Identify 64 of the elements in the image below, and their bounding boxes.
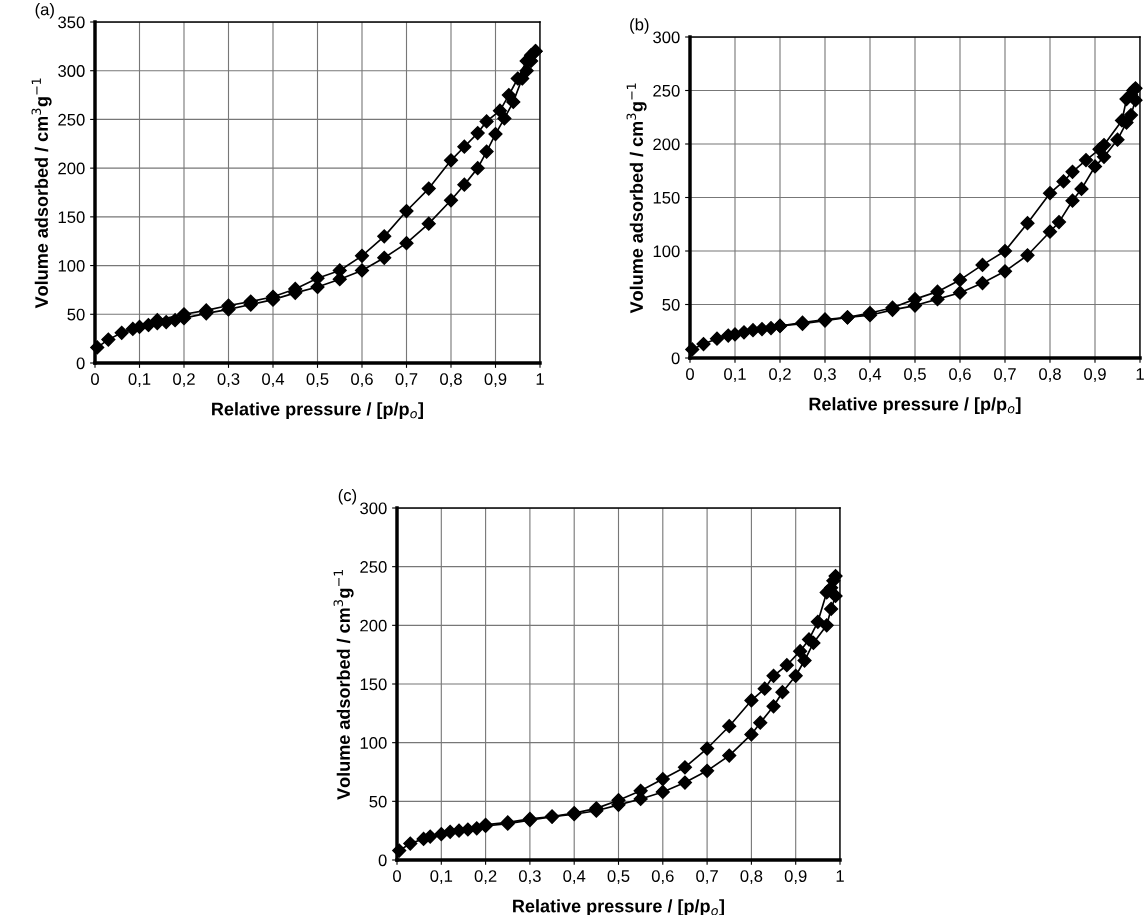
x-tick-label: 0,4: [859, 368, 882, 382]
y-tick-label: 100: [360, 737, 387, 749]
y-tick-label: 250: [58, 113, 85, 126]
x-tick-label: 0,8: [1039, 368, 1061, 382]
x-tick-label: 0,9: [484, 373, 507, 387]
x-tick-label: 0,2: [173, 373, 195, 387]
y-tick-label: 50: [67, 308, 85, 321]
x-tick-label: 0,9: [1084, 368, 1106, 382]
x-tick-label: 0,8: [740, 870, 763, 884]
x-tick-label: 0,1: [430, 870, 453, 884]
x-tick-label: 0: [393, 870, 401, 882]
x-tick-label: 0,3: [518, 870, 541, 884]
x-tick-label: 0: [686, 368, 694, 380]
y-tick-label: 200: [58, 162, 85, 175]
y-tick-label: 200: [653, 138, 680, 151]
x-tick-label: 0,3: [217, 373, 240, 387]
x-tick-label: 0,7: [696, 870, 718, 884]
x-tick-label: 0,3: [814, 368, 836, 382]
y-tick-label: 150: [58, 211, 85, 224]
x-axis-title: Relative pressure / [p/p$_{o}$]: [809, 397, 1021, 414]
y-axis-title: Volume adsorbed / cm$^{3}$g$^{−1}$: [333, 569, 354, 800]
y-tick-label: 250: [653, 84, 680, 97]
x-tick-label: 0,7: [994, 368, 1016, 382]
x-tick-label: 0: [91, 373, 99, 385]
chart-title: (a): [35, 3, 54, 19]
y-tick-label: 150: [653, 191, 680, 204]
x-tick-label: 0,5: [306, 373, 329, 387]
y-tick-label: 250: [360, 561, 387, 573]
x-tick-label: 0,1: [724, 368, 746, 382]
y-tick-label: 50: [369, 795, 387, 808]
y-tick-label: 200: [360, 619, 387, 632]
y-tick-label: 150: [360, 678, 387, 691]
y-tick-label: 0: [76, 357, 85, 370]
x-tick-label: 0,9: [784, 870, 807, 884]
y-tick-label: 0: [671, 352, 680, 365]
x-tick-label: 1: [836, 870, 844, 882]
x-tick-label: 0,2: [474, 870, 497, 884]
y-tick-label: 50: [662, 298, 680, 311]
x-axis-title: Relative pressure / [p/p$_{o}$]: [212, 402, 423, 419]
y-axis-title: Volume adsorbed / cm$^{3}$g$^{−1}$: [31, 78, 52, 309]
y-tick-label: 300: [360, 502, 387, 515]
x-tick-label: 0,5: [904, 368, 926, 382]
x-tick-label: 0,6: [351, 373, 373, 387]
x-tick-label: 0,1: [128, 373, 151, 387]
y-tick-label: 100: [653, 245, 680, 258]
x-axis-title: Relative pressure / [p/p$_{o}$]: [513, 899, 724, 915]
y-tick-label: 300: [58, 65, 85, 77]
x-tick-label: 0,7: [395, 373, 418, 387]
chart-title: (b): [630, 18, 649, 34]
x-tick-label: 0,6: [651, 870, 674, 884]
x-tick-label: 0,2: [769, 368, 791, 382]
x-tick-label: 1: [1136, 368, 1144, 380]
x-tick-label: 0,5: [607, 870, 630, 884]
x-tick-label: 0,4: [563, 870, 586, 884]
x-tick-label: 1: [536, 373, 544, 385]
y-tick-label: 0: [378, 854, 387, 867]
x-tick-label: 0,6: [949, 368, 971, 382]
y-tick-label: 350: [58, 16, 85, 29]
y-axis-title: Volume adsorbed / cm$^{3}$g$^{−1}$: [626, 83, 647, 314]
y-tick-label: 100: [58, 259, 85, 272]
y-tick-label: 300: [653, 31, 680, 44]
x-tick-label: 0,4: [262, 373, 285, 387]
x-tick-label: 0,8: [440, 373, 462, 387]
chart-title: (c): [338, 488, 357, 505]
